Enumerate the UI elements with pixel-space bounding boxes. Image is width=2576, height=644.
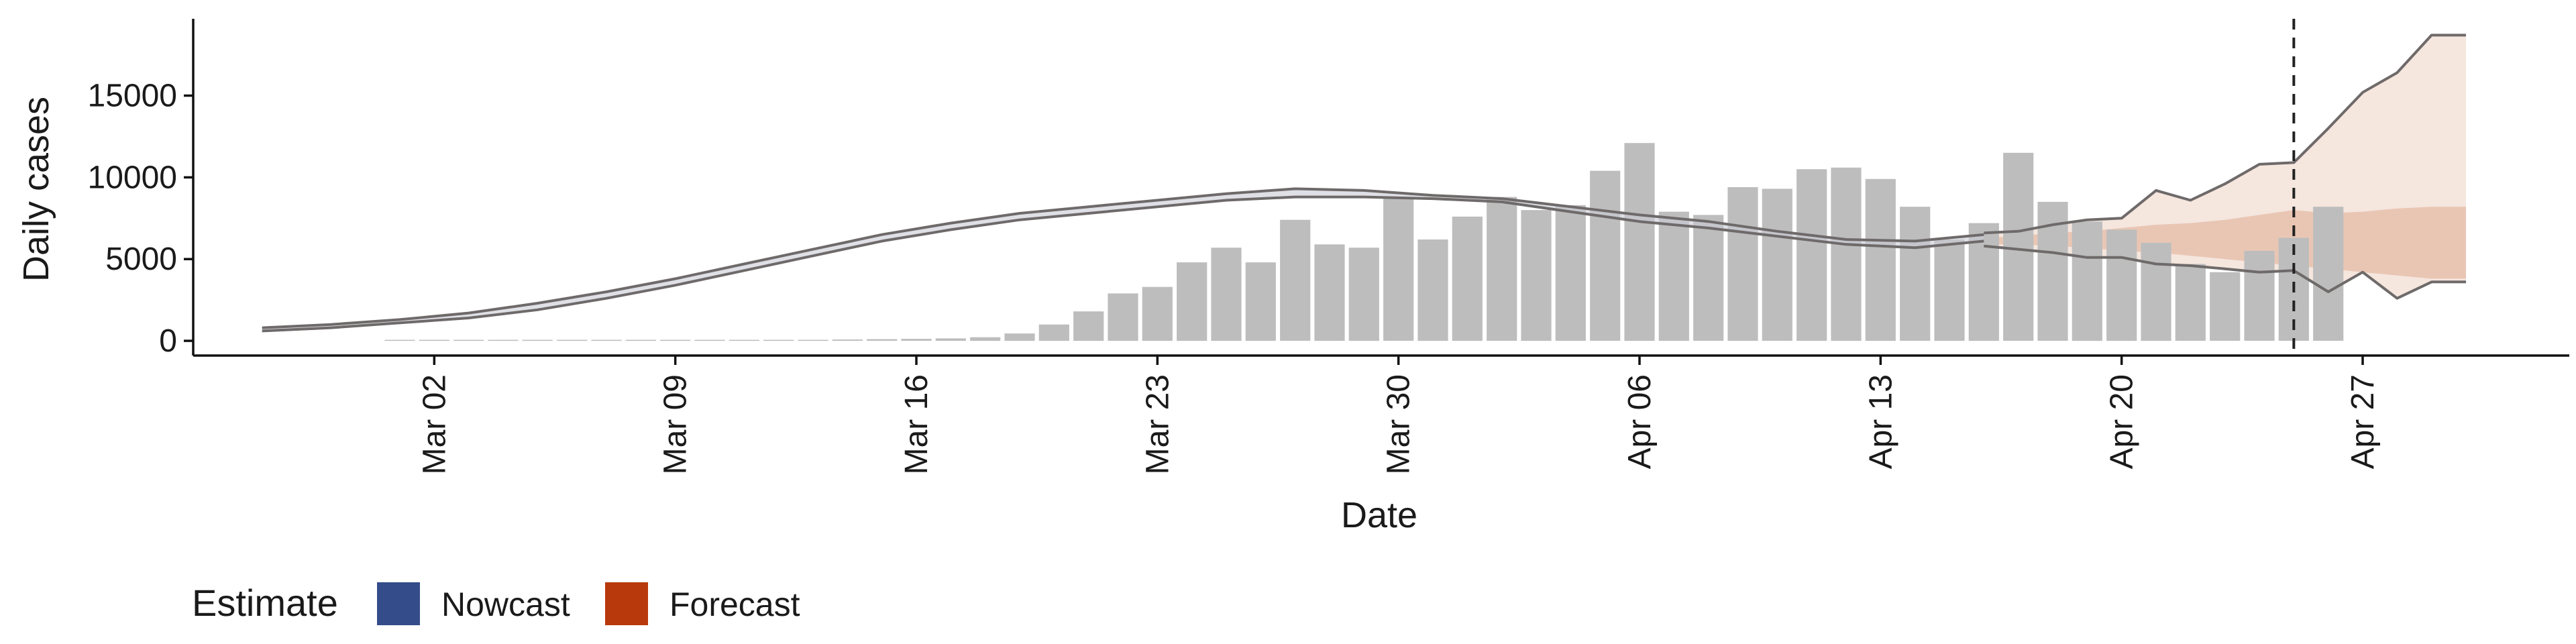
case-bar [1108, 293, 1138, 341]
y-tick-label: 0 [159, 323, 177, 359]
observed-case-bars [384, 143, 2344, 341]
case-bar [591, 339, 622, 341]
case-bar [1038, 324, 1069, 341]
case-bar [1004, 333, 1035, 341]
case-bar [1177, 262, 1208, 341]
case-bar [2003, 152, 2034, 341]
y-tick-label: 5000 [105, 241, 177, 277]
estimate-lines [262, 34, 2466, 333]
case-bar [1796, 169, 1827, 341]
y-axis-ticks: 0 5000 10000 15000 [88, 78, 193, 359]
case-bar [1521, 210, 1552, 341]
case-bar [1142, 286, 1173, 341]
case-bar [384, 339, 415, 341]
x-tick-label: Apr 20 [2104, 374, 2140, 469]
case-bar [1417, 239, 1448, 341]
case-bar [2106, 229, 2137, 341]
case-bar [522, 339, 553, 341]
x-tick-label: Mar 09 [658, 374, 694, 474]
case-bar [1693, 215, 1724, 341]
case-bar [2141, 242, 2171, 341]
x-tick-label: Mar 30 [1381, 374, 1417, 474]
legend-label-forecast: Forecast [669, 586, 800, 623]
case-bar [557, 339, 588, 341]
y-axis-title: Daily cases [16, 97, 56, 282]
case-bar [1487, 197, 1517, 341]
case-bar [1348, 248, 1379, 341]
case-bar [660, 339, 691, 341]
case-bar [1452, 216, 1483, 341]
forecast-lower-line [1984, 244, 2466, 300]
x-tick-label: Mar 23 [1140, 374, 1175, 474]
case-bar [970, 337, 1001, 341]
case-bar [1900, 207, 1931, 341]
case-bar [1383, 197, 1414, 341]
legend-key-nowcast [377, 582, 420, 625]
case-bar [832, 339, 863, 341]
case-bar [1555, 205, 1586, 341]
case-bar [1314, 244, 1345, 341]
legend-key-forecast [605, 582, 648, 625]
legend-label-nowcast: Nowcast [441, 586, 570, 623]
case-bar [1211, 248, 1242, 341]
x-axis-ticks: Mar 02 Mar 09 Mar 16 Mar 23 Mar 30 Apr 06 Apr … [417, 356, 2381, 474]
case-bar [1727, 187, 1758, 341]
case-bar [901, 339, 932, 341]
legend-title: Estimate [192, 582, 338, 624]
legend: Estimate Nowcast Forecast [192, 582, 800, 625]
x-tick-label: Mar 16 [899, 374, 934, 474]
case-bar [1658, 211, 1689, 341]
forecast-inner-band [1984, 207, 2466, 279]
x-tick-label: Apr 13 [1863, 374, 1898, 469]
case-bar [2313, 207, 2344, 341]
case-bar [2175, 264, 2206, 341]
case-bar [1245, 262, 1276, 341]
case-bar [1590, 170, 1621, 341]
y-tick-label: 15000 [88, 78, 177, 114]
case-bar [1865, 178, 1896, 341]
case-bar [2244, 251, 2275, 341]
nowcast-upper-line [262, 187, 1984, 329]
case-bar [1934, 239, 1965, 341]
case-bar [798, 339, 828, 341]
x-tick-label: Apr 27 [2345, 374, 2381, 469]
case-bar [419, 339, 449, 341]
case-bar [625, 339, 656, 341]
case-bar [1073, 311, 1104, 341]
x-tick-label: Apr 06 [1622, 374, 1658, 469]
y-tick-label: 10000 [88, 160, 177, 195]
case-bar [1624, 143, 1655, 341]
case-bar [1280, 219, 1311, 341]
case-bar [488, 339, 519, 341]
forecast-upper-line [1984, 34, 2466, 235]
case-bar [867, 339, 898, 341]
x-axis-title: Date [1341, 495, 1417, 535]
case-bar [1831, 167, 1862, 341]
case-bar [2072, 221, 2102, 341]
case-bar [729, 339, 759, 341]
case-bar [763, 339, 794, 341]
case-bar [1762, 189, 1792, 341]
case-bar [2210, 272, 2241, 341]
nowcast-lower-line [262, 195, 1984, 333]
case-bar [453, 339, 484, 341]
forecast-bands [1984, 35, 2466, 299]
case-bar [694, 339, 725, 341]
x-tick-label: Mar 02 [417, 374, 452, 474]
case-bar [935, 338, 966, 341]
